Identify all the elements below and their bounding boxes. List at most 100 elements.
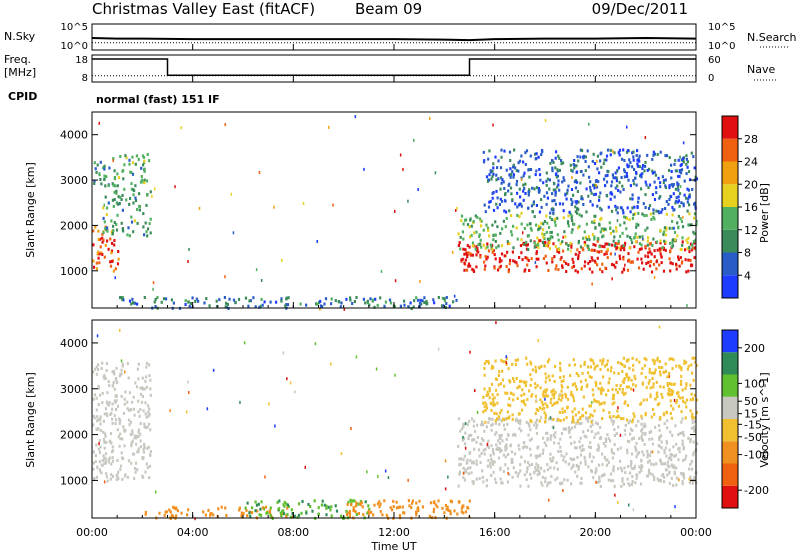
heatmap-cell <box>465 470 468 474</box>
heatmap-cell <box>441 304 443 308</box>
heatmap-cell <box>464 422 467 425</box>
heatmap-cell <box>554 435 557 439</box>
heatmap-cell <box>590 460 594 463</box>
heatmap-cell <box>328 125 330 129</box>
heatmap-cell <box>149 450 152 454</box>
heatmap-cell <box>345 509 348 513</box>
heatmap-cell <box>529 447 532 451</box>
heatmap-cell <box>581 413 584 417</box>
heatmap-cell <box>595 421 598 425</box>
heatmap-cell <box>123 163 126 167</box>
heatmap-cell <box>497 244 500 248</box>
heatmap-cell <box>609 148 612 152</box>
heatmap-cell <box>355 504 358 508</box>
heatmap-cell <box>552 161 555 164</box>
heatmap-cell <box>539 398 542 402</box>
heatmap-cell <box>662 232 665 236</box>
heatmap-cell <box>372 513 375 517</box>
heatmap-cell <box>631 151 634 155</box>
heatmap-cell <box>666 426 669 430</box>
heatmap-cell <box>600 208 603 212</box>
heatmap-cell <box>105 412 108 416</box>
heatmap-cell <box>142 225 145 229</box>
heatmap-cell <box>415 510 418 514</box>
heatmap-cell <box>559 242 562 246</box>
heatmap-cell <box>539 226 542 230</box>
heatmap-cell <box>554 217 557 221</box>
heatmap-cell <box>549 211 552 215</box>
heatmap-cell <box>648 264 652 268</box>
heatmap-cell <box>512 224 515 228</box>
heatmap-cell <box>658 365 661 369</box>
heatmap-cell <box>491 450 495 454</box>
heatmap-cell <box>514 471 517 475</box>
heatmap-cell <box>556 476 559 480</box>
heatmap-cell <box>121 296 125 300</box>
heatmap-cell <box>612 452 615 456</box>
heatmap-cell <box>127 376 130 380</box>
heatmap-cell <box>494 377 498 381</box>
heatmap-cell <box>462 423 465 427</box>
heatmap-cell <box>96 252 99 256</box>
heatmap-cell <box>627 378 630 382</box>
heatmap-cell <box>554 220 557 224</box>
heatmap-cell <box>487 249 491 253</box>
heatmap-cell <box>692 451 695 455</box>
heatmap-cell <box>634 212 637 216</box>
heatmap-cell <box>106 414 109 418</box>
colorbar-band <box>722 252 738 276</box>
heatmap-cell <box>92 450 95 454</box>
heatmap-cell <box>104 459 107 463</box>
heatmap-cell <box>153 300 156 304</box>
heatmap-cell <box>152 287 154 291</box>
heatmap-cell <box>95 267 98 271</box>
heatmap-cell <box>558 250 561 254</box>
heatmap-cell <box>462 466 465 470</box>
heatmap-cell <box>534 421 537 425</box>
heatmap-cell <box>693 476 696 480</box>
heatmap-cell <box>577 410 580 414</box>
heatmap-cell <box>581 371 584 375</box>
heatmap-cell <box>492 162 495 166</box>
heatmap-cell <box>620 244 623 248</box>
heatmap-cell <box>143 296 146 299</box>
heatmap-cell <box>109 237 112 241</box>
velocity-y-label: Slant Range [km] <box>24 372 37 468</box>
heatmap-cell <box>109 439 112 443</box>
heatmap-cell <box>629 260 632 264</box>
heatmap-cell <box>598 267 602 271</box>
heatmap-cell <box>490 423 493 427</box>
heatmap-cell <box>121 297 124 301</box>
heatmap-cell <box>482 480 485 484</box>
heatmap-cell <box>462 471 465 475</box>
heatmap-cell <box>364 500 367 504</box>
heatmap-cell <box>501 481 504 485</box>
heatmap-cell <box>445 507 448 511</box>
heatmap-cell <box>523 171 526 175</box>
colorbar-tick-label: 15 <box>744 408 758 421</box>
heatmap-cell <box>500 181 503 185</box>
heatmap-cell <box>260 500 263 504</box>
heatmap-cell <box>449 509 452 513</box>
heatmap-cell <box>257 502 260 506</box>
heatmap-cell <box>662 230 666 234</box>
heatmap-cell <box>555 173 558 176</box>
heatmap-cell <box>128 299 132 303</box>
heatmap-cell <box>544 240 547 244</box>
heatmap-cell <box>602 473 605 477</box>
heatmap-cell <box>491 169 494 173</box>
heatmap-cell <box>646 449 649 453</box>
heatmap-cell <box>635 183 638 187</box>
heatmap-cell <box>599 381 602 385</box>
heatmap-cell <box>260 513 263 517</box>
heatmap-cell <box>534 466 537 470</box>
heatmap-cell <box>560 384 563 388</box>
heatmap-cell <box>680 220 683 223</box>
heatmap-cell <box>327 505 330 509</box>
heatmap-cell <box>664 186 667 190</box>
heatmap-cell <box>559 437 562 441</box>
heatmap-cell <box>619 223 622 227</box>
heatmap-cell <box>97 427 100 431</box>
heatmap-cell <box>465 252 468 256</box>
heatmap-cell <box>291 512 294 515</box>
